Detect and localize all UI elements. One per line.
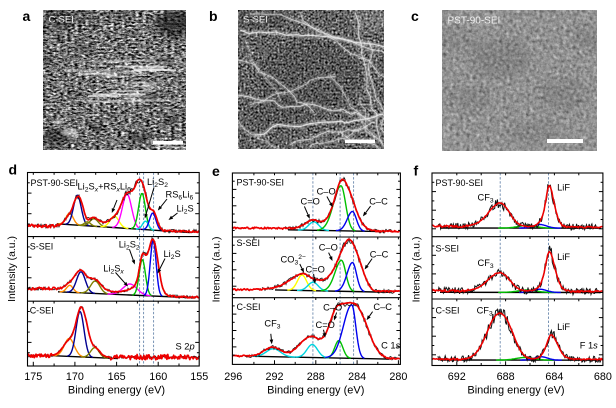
svg-text:688: 688 — [497, 371, 515, 383]
svg-text:160: 160 — [149, 371, 167, 383]
svg-text:d: d — [9, 162, 18, 178]
svg-text:Intensity (a.u.): Intensity (a.u.) — [7, 236, 18, 302]
svg-text:e: e — [212, 163, 220, 179]
svg-text:a: a — [23, 8, 31, 24]
svg-text:LiF: LiF — [557, 183, 570, 193]
svg-text:165: 165 — [108, 371, 126, 383]
svg-text:680: 680 — [594, 371, 612, 383]
svg-text:PST-90-SEI: PST-90-SEI — [448, 16, 501, 27]
svg-text:F 1s: F 1s — [580, 341, 598, 351]
svg-text:C 1s: C 1s — [381, 341, 400, 351]
svg-text:C-SEI: C-SEI — [436, 305, 460, 315]
svg-text:LiF: LiF — [557, 322, 570, 332]
svg-text:S-SEI: S-SEI — [436, 243, 460, 253]
svg-text:f: f — [414, 163, 419, 179]
svg-text:c: c — [411, 8, 419, 24]
svg-text:C–C: C–C — [369, 197, 388, 207]
svg-text:C–C: C–C — [373, 302, 392, 312]
svg-text:S 2p: S 2p — [176, 342, 195, 352]
svg-text:S-SEI: S-SEI — [243, 14, 268, 25]
svg-text:C-SEI: C-SEI — [237, 302, 261, 312]
svg-text:Intensity (a.u.): Intensity (a.u.) — [412, 237, 423, 303]
svg-text:PST-90-SEI: PST-90-SEI — [436, 178, 484, 188]
svg-text:292: 292 — [265, 371, 283, 383]
svg-text:S-SEI: S-SEI — [30, 241, 54, 251]
svg-text:C–C: C–C — [370, 249, 389, 259]
svg-text:C=O: C=O — [306, 264, 325, 274]
svg-text:PST-90-SEI: PST-90-SEI — [237, 177, 285, 187]
svg-text:284: 284 — [348, 371, 366, 383]
svg-text:C-SEI: C-SEI — [30, 306, 54, 316]
svg-text:b: b — [209, 8, 218, 24]
svg-text:155: 155 — [190, 371, 208, 383]
svg-text:170: 170 — [66, 371, 84, 383]
svg-text:Binding energy (eV): Binding energy (eV) — [467, 385, 564, 397]
svg-text:C–O: C–O — [323, 303, 342, 313]
svg-text:Intensity (a.u.): Intensity (a.u.) — [211, 237, 222, 303]
svg-text:C–O: C–O — [317, 186, 336, 196]
svg-text:LiF: LiF — [557, 252, 570, 262]
svg-text:Binding energy (eV): Binding energy (eV) — [267, 385, 364, 397]
svg-text:S-SEI: S-SEI — [237, 238, 261, 248]
svg-text:280: 280 — [389, 371, 407, 383]
svg-text:296: 296 — [224, 371, 242, 383]
svg-text:175: 175 — [24, 371, 42, 383]
svg-text:692: 692 — [448, 371, 466, 383]
svg-text:PST-90-SEI: PST-90-SEI — [31, 178, 79, 188]
svg-text:684: 684 — [545, 371, 563, 383]
svg-text:C=O: C=O — [316, 320, 335, 330]
svg-text:288: 288 — [307, 371, 325, 383]
svg-text:C-SEI: C-SEI — [49, 14, 74, 25]
svg-text:C–O: C–O — [319, 243, 338, 253]
svg-text:Binding energy (eV): Binding energy (eV) — [68, 385, 165, 397]
svg-text:C=O: C=O — [301, 197, 320, 207]
